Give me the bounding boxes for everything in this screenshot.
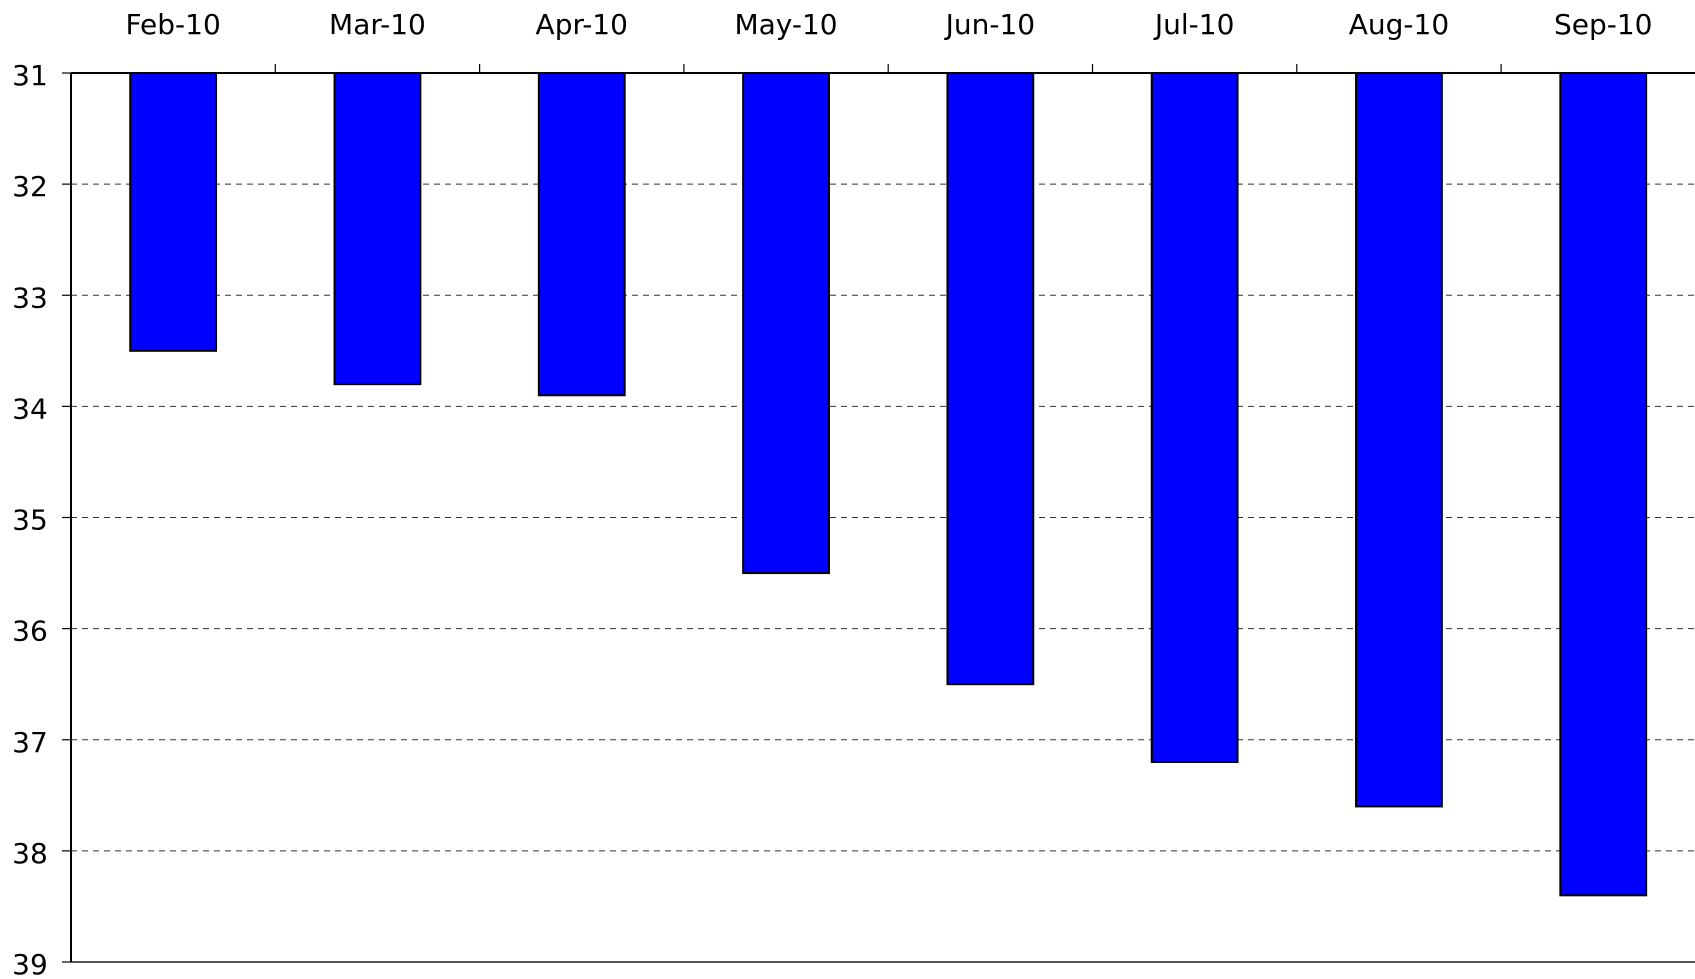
y-tick-label: 33 [12,281,48,314]
y-tick-label: 31 [12,59,48,92]
x-tick-label: Aug-10 [1349,8,1449,41]
y-tick-label: 34 [12,392,48,425]
bar [537,72,626,397]
bar [1355,72,1443,808]
y-tick-label: 32 [12,170,48,203]
y-tick-label: 39 [12,948,48,979]
y-tick-label: 36 [12,615,48,648]
bar [129,72,218,352]
y-tick-label: 35 [12,504,48,537]
x-tick-label: Apr-10 [536,8,628,41]
bar [742,72,830,575]
x-tick-label: Sep-10 [1554,8,1653,41]
bar [1150,72,1239,763]
y-tick-label: 38 [12,837,48,870]
bar [1559,72,1648,897]
x-tick-label: May-10 [734,8,837,41]
x-tick-label: Jul-10 [1153,8,1235,41]
bar [946,72,1035,686]
y-tick-label: 37 [12,726,48,759]
x-tick-label: Jun-10 [944,8,1035,41]
x-tick-label: Mar-10 [329,8,426,41]
x-tick-label: Feb-10 [125,8,220,41]
bar [333,72,422,386]
